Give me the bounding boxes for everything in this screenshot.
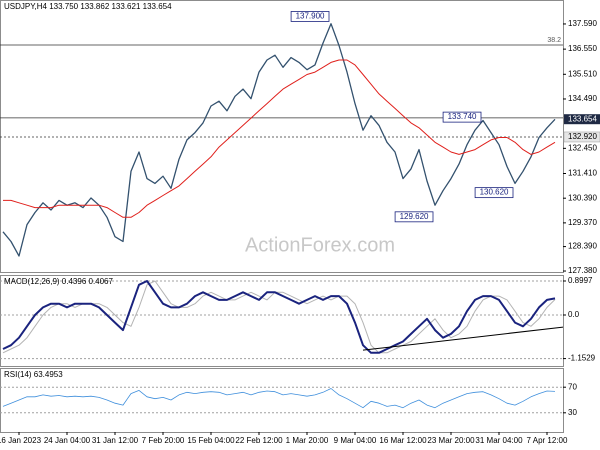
x-tick-label: 15 Feb 04:00	[187, 436, 235, 445]
annotation-box	[290, 11, 330, 22]
series-line	[2, 23, 556, 257]
y-tick-label: 70	[568, 382, 577, 391]
watermark: ActionForex.com	[245, 234, 395, 256]
annotation-label: 129.620	[400, 212, 429, 221]
x-tick-label: 7 Feb 20:00	[142, 436, 185, 445]
x-tick-label: 31 Mar 04:00	[475, 436, 523, 445]
x-tick-label: 23 Mar 20:00	[427, 436, 475, 445]
y-tick-label: 132.450	[568, 143, 597, 152]
x-tick-label: 24 Jan 04:00	[44, 436, 91, 445]
panel-title: USDJPY,H4 133.750 133.862 133.621 133.65…	[4, 2, 172, 11]
annotation-label: 133.740	[448, 112, 477, 121]
y-tick-label: 30	[568, 408, 577, 417]
series-line	[2, 388, 556, 409]
series-line	[3, 59, 556, 218]
y-tick-label: 137.590	[568, 19, 597, 28]
y-tick-label: 135.510	[568, 69, 597, 78]
y-tick-label: 127.380	[568, 266, 597, 275]
last-price-label: 133.654	[568, 114, 597, 123]
x-tick-label: 16 Jan 2023	[0, 436, 42, 445]
level-label: 132.920	[568, 132, 597, 141]
y-tick-label: 131.410	[568, 169, 597, 178]
panel-title: MACD(12,26,9) 0.4396 0.4067	[4, 277, 114, 286]
series-line	[2, 280, 556, 354]
x-tick-label: 22 Feb 12:00	[235, 436, 283, 445]
panel-title: RSI(14) 63.4953	[4, 370, 63, 379]
annotation-box	[442, 111, 482, 123]
level-label: 38.2	[547, 37, 561, 44]
annotation-box	[474, 187, 514, 199]
panel-frame	[0, 275, 564, 367]
trend-line	[362, 326, 564, 351]
series-line	[2, 280, 556, 354]
y-tick-label: -1.1529	[568, 354, 596, 363]
annotation-label: 137.900	[296, 12, 325, 21]
y-tick-label: 0.0	[568, 310, 580, 319]
x-tick-label: 1 Mar 20:00	[286, 436, 329, 445]
y-tick-label: 128.390	[568, 242, 597, 251]
annotation-label: 130.620	[480, 188, 509, 197]
panel-frame	[0, 0, 564, 273]
level-label-box	[563, 131, 600, 143]
x-tick-label: 16 Mar 12:00	[379, 436, 427, 445]
annotation-box	[394, 211, 434, 223]
y-tick-label: 130.390	[568, 193, 597, 202]
x-tick-label: 31 Jan 12:00	[92, 436, 139, 445]
x-tick-label: 7 Apr 12:00	[527, 436, 568, 445]
panel-frame	[0, 368, 564, 433]
x-tick-label: 9 Mar 04:00	[334, 436, 377, 445]
y-tick-label: 129.370	[568, 218, 597, 227]
y-tick-label: 136.550	[568, 44, 597, 53]
y-tick-label: 134.490	[568, 94, 597, 103]
y-tick-label: 0.8997	[568, 276, 593, 285]
last-price-box	[564, 114, 600, 125]
